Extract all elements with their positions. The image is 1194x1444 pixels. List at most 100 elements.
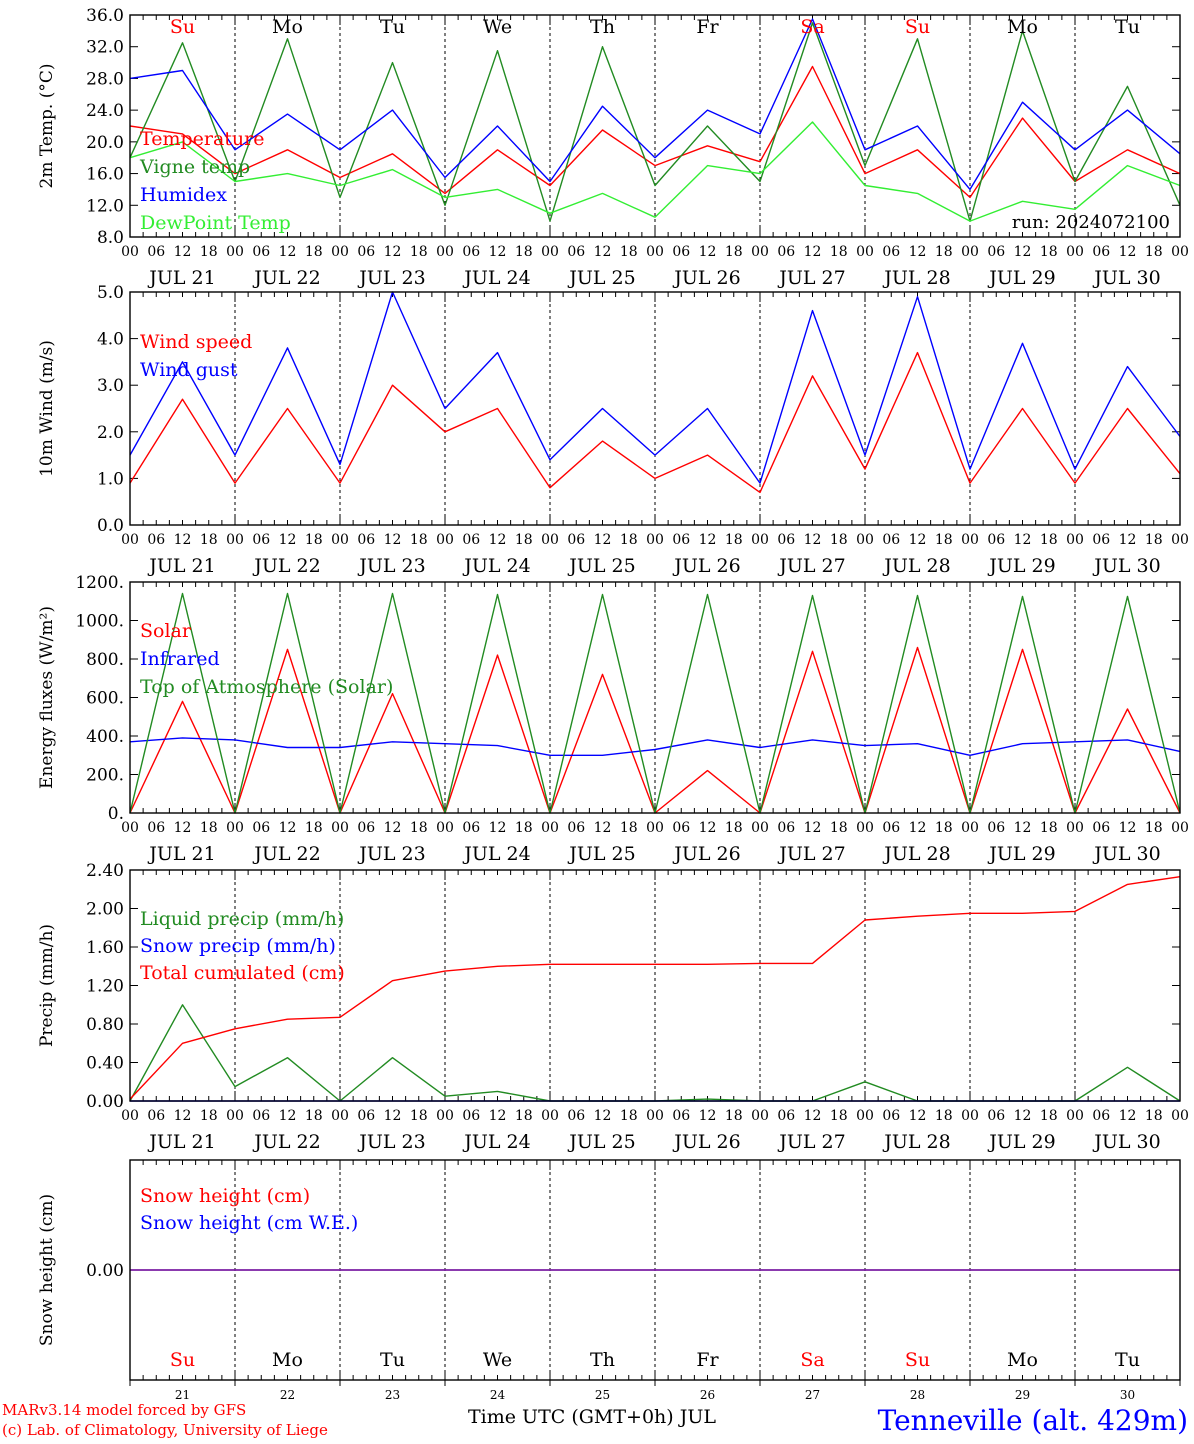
hour-tick-label: 06: [882, 1108, 900, 1124]
plot-frame: [129, 14, 1181, 238]
hour-tick-label: 18: [410, 1108, 428, 1124]
legend-entry: Solar: [140, 620, 192, 642]
date-label: JUL 30: [1092, 267, 1160, 289]
hour-tick-label: 18: [620, 532, 638, 548]
date-label: JUL 24: [462, 267, 530, 289]
hour-tick-label: 00: [646, 820, 664, 836]
date-label: JUL 26: [672, 1131, 740, 1153]
hour-tick-label: 18: [935, 244, 953, 260]
day-number-label: 28: [910, 1388, 925, 1402]
hour-tick-label: 18: [935, 820, 953, 836]
y-axis-label: 2m Temp. (°C): [37, 63, 57, 188]
weekday-label: Mo: [1007, 1349, 1038, 1371]
hour-tick-label: 00: [646, 244, 664, 260]
hour-tick-label: 06: [147, 1108, 165, 1124]
hour-tick-label: 12: [1119, 244, 1137, 260]
y-tick-label: 400.: [86, 727, 124, 747]
date-label: JUL 28: [882, 1131, 950, 1153]
date-label: JUL 21: [147, 843, 215, 865]
hour-tick-label: 18: [830, 244, 848, 260]
hour-tick-label: 06: [462, 820, 480, 836]
hour-tick-label: 18: [1145, 532, 1163, 548]
hour-tick-label: 12: [174, 532, 192, 548]
y-tick-label: 1.20: [86, 977, 124, 997]
hour-tick-label: 12: [1119, 1108, 1137, 1124]
y-tick-label: 32.0: [86, 38, 124, 58]
hour-tick-label: 06: [357, 244, 375, 260]
hour-tick-label: 18: [1145, 1108, 1163, 1124]
hour-tick-label: 00: [226, 532, 244, 548]
date-label: JUL 21: [147, 267, 215, 289]
hour-tick-label: 06: [252, 820, 270, 836]
hour-tick-label: 06: [252, 532, 270, 548]
hour-tick-label: 06: [357, 820, 375, 836]
hour-tick-label: 00: [961, 1108, 979, 1124]
hour-tick-label: 18: [515, 820, 533, 836]
hour-tick-label: 06: [987, 244, 1005, 260]
hour-tick-label: 00: [856, 244, 874, 260]
run-annotation: run: 2024072100: [1012, 212, 1170, 233]
hour-tick-label: 06: [462, 1108, 480, 1124]
hour-tick-label: 12: [804, 1108, 822, 1124]
hour-tick-label: 00: [541, 1108, 559, 1124]
x-axis: 00 06 12 18 JUL 21 00 06 12 18 JUL 22 00 06 12 18 JUL …: [121, 820, 1189, 865]
chart-panel-2: 0.0 1.0 2.0 3.0 4.0 5.0 10m Wind (m/s) Wind spe…: [37, 283, 1189, 577]
hour-tick-label: 06: [567, 1108, 585, 1124]
hour-tick-label: 18: [200, 532, 218, 548]
hour-tick-label: 18: [725, 532, 743, 548]
weekday-label: Sa: [800, 1349, 824, 1371]
weekday-label: We: [483, 1349, 512, 1371]
plot-frame: [129, 869, 1181, 1102]
hour-tick-label: 12: [384, 820, 402, 836]
hour-tick-label: 12: [1014, 532, 1032, 548]
hour-tick-label: 00: [331, 1108, 349, 1124]
hour-tick-label: 06: [777, 532, 795, 548]
hour-tick-label: 00: [436, 532, 454, 548]
series-line-infrared: [129, 737, 1181, 756]
x-axis: 00 06 12 18 JUL 21 00 06 12 18 JUL 22 00 06 12 18 JUL …: [121, 1108, 1189, 1153]
hour-tick-label: 00: [226, 820, 244, 836]
hour-tick-label: 12: [909, 1108, 927, 1124]
hour-tick-label: 00: [121, 532, 139, 548]
chart-panel-3: 0. 200. 400. 600. 800. 1000. 1200. Energy fluxe…: [37, 573, 1189, 865]
hour-tick-label: 18: [1040, 1108, 1058, 1124]
hour-tick-label: 12: [699, 532, 717, 548]
hour-tick-label: 00: [436, 820, 454, 836]
date-label: JUL 25: [567, 267, 635, 289]
hour-tick-label: 12: [594, 532, 612, 548]
y-tick-label: 600.: [86, 689, 124, 709]
hour-tick-label: 00: [1171, 820, 1189, 836]
hour-tick-label: 12: [384, 532, 402, 548]
hour-tick-label: 18: [1040, 532, 1058, 548]
hour-tick-label: 00: [1066, 820, 1084, 836]
hour-tick-label: 18: [410, 820, 428, 836]
hour-tick-label: 06: [672, 1108, 690, 1124]
legend-entry: Vigne temp: [139, 156, 250, 178]
hour-tick-label: 00: [751, 820, 769, 836]
date-label: JUL 29: [987, 555, 1055, 577]
y-tick-label: 20.0: [86, 133, 124, 153]
series-line-vigne-temp: [129, 22, 1181, 222]
hour-tick-label: 12: [1119, 532, 1137, 548]
date-label: JUL 27: [777, 267, 845, 289]
weekday-label: Sa: [800, 16, 824, 38]
y-tick-label: 2.00: [86, 900, 124, 920]
hour-tick-label: 18: [620, 1108, 638, 1124]
hour-tick-label: 06: [357, 1108, 375, 1124]
series-line-dewpoint-temp: [129, 121, 1181, 222]
minor-ticks: [129, 870, 1181, 1101]
time-axis-title: Time UTC (GMT+0h) JUL: [468, 1406, 716, 1428]
hour-tick-label: 00: [961, 820, 979, 836]
hour-tick-label: 06: [777, 244, 795, 260]
hour-tick-label: 18: [305, 532, 323, 548]
legend-entry: Humidex: [140, 184, 227, 206]
hour-tick-label: 18: [620, 244, 638, 260]
hour-tick-label: 00: [856, 820, 874, 836]
date-label: JUL 24: [462, 555, 530, 577]
y-tick-label: 0.: [108, 804, 124, 824]
date-label: JUL 22: [252, 555, 320, 577]
hour-tick-label: 12: [594, 820, 612, 836]
date-label: JUL 29: [987, 1131, 1055, 1153]
hour-tick-label: 12: [384, 244, 402, 260]
date-label: JUL 23: [357, 267, 425, 289]
